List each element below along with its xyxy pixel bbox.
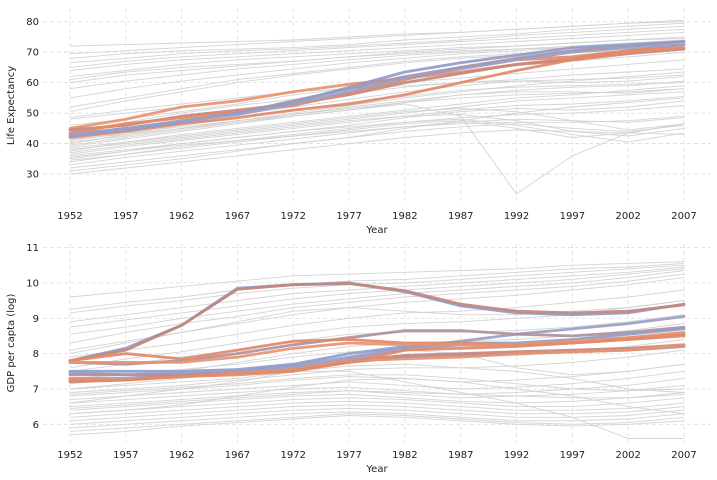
background-series-line — [69, 390, 685, 409]
background-series-line — [69, 91, 685, 151]
x-tick-label: 2007 — [671, 450, 696, 461]
background-series-line — [69, 38, 685, 81]
highlighted-series-line — [68, 334, 686, 382]
x-tick-label: 1997 — [560, 450, 585, 461]
x-tick-label: 1982 — [392, 211, 417, 222]
x-axis-label: Year — [365, 464, 388, 475]
background-series-line — [69, 261, 685, 298]
background-series-line — [69, 39, 685, 90]
background-series-line — [69, 270, 685, 335]
background-series-line — [69, 363, 685, 393]
background-series-line — [69, 400, 685, 418]
x-tick-label: 1967 — [225, 211, 250, 222]
life-expectancy-panel: 1952 1957 1962 1967 1972 1977 1982 1987 1992 1997… — [6, 8, 711, 236]
x-tick-label: 1987 — [448, 450, 473, 461]
y-axis-label: Life Expectancy — [6, 66, 17, 145]
highlighted-series-line — [68, 331, 686, 364]
x-axis-label: Year — [365, 225, 388, 236]
x-tick-label: 1962 — [169, 450, 194, 461]
x-tick-label: 1962 — [169, 211, 194, 222]
x-tick-label: 1997 — [560, 211, 585, 222]
background-series-line — [69, 374, 685, 395]
background-series-line — [69, 80, 685, 146]
highlighted-series-line — [68, 327, 686, 373]
background-series-line — [69, 268, 685, 328]
background-series-line — [69, 22, 685, 59]
y-tick-label: 8 — [33, 349, 39, 360]
background-series-line — [69, 415, 685, 436]
y-tick-label: 11 — [26, 243, 39, 254]
background-series-line — [69, 97, 685, 172]
x-tick-label: 1977 — [336, 211, 361, 222]
x-tick-label: 1982 — [392, 450, 417, 461]
x-tick-label: 1992 — [504, 450, 529, 461]
background-series-line — [69, 115, 685, 158]
background-series-line — [69, 129, 685, 175]
x-tick-label: 1957 — [113, 450, 138, 461]
x-tick-label: 1972 — [281, 211, 306, 222]
highlighted-series-line — [68, 43, 686, 135]
x-tick-label: 1987 — [448, 211, 473, 222]
background-series-line — [69, 262, 685, 310]
background-series-line — [69, 21, 685, 55]
background-series-line — [69, 31, 685, 71]
background-series-line — [69, 118, 685, 157]
highlighted-series-line — [68, 46, 686, 139]
background-series-line — [69, 273, 685, 344]
background-series-line — [69, 88, 685, 141]
background-series-line — [69, 95, 685, 155]
x-tick-label: 1957 — [113, 211, 138, 222]
background-series-line — [69, 404, 685, 422]
y-tick-label: 6 — [33, 420, 39, 431]
y-axis-label: GDP per capta (log) — [6, 294, 17, 393]
background-series-line — [69, 25, 685, 64]
background-series-line — [69, 349, 685, 393]
background-series-line — [69, 123, 685, 169]
background-series-line — [69, 363, 685, 397]
background-series-line — [69, 407, 685, 425]
highlighted-series-line — [68, 40, 686, 138]
background-series-line — [69, 120, 685, 161]
background-series-line — [69, 397, 685, 415]
y-tick-label: 80 — [26, 17, 39, 28]
background-series-line — [69, 264, 685, 314]
y-tick-label: 40 — [26, 139, 39, 150]
x-tick-label: 2002 — [615, 450, 640, 461]
background-series-line — [69, 377, 685, 404]
background-series-line — [69, 392, 685, 411]
background-series-line — [69, 28, 685, 68]
x-tick-label: 1952 — [57, 211, 82, 222]
y-tick-label: 9 — [33, 314, 39, 325]
y-tick-label: 30 — [26, 170, 39, 181]
background-series-line — [69, 105, 685, 163]
y-tick-label: 60 — [26, 78, 39, 89]
highlighted-series-line — [68, 282, 686, 363]
y-tick-label: 7 — [33, 384, 39, 395]
background-series-line — [69, 88, 685, 148]
x-tick-label: 1967 — [225, 450, 250, 461]
gdp-per-capita-panel: 1952 1957 1962 1967 1972 1977 1982 1987 1992 1997… — [6, 243, 711, 475]
background-series-line — [69, 103, 685, 195]
y-tick-label: 70 — [26, 48, 39, 59]
background-series-line — [69, 114, 685, 154]
background-series-line — [69, 300, 685, 355]
background-series-line — [69, 370, 684, 439]
background-series-line — [69, 289, 685, 358]
x-tick-label: 1952 — [57, 450, 82, 461]
x-tick-label: 2002 — [615, 211, 640, 222]
background-series-line — [69, 85, 685, 152]
background-series-line — [69, 384, 685, 408]
x-tick-label: 1992 — [504, 211, 529, 222]
highlighted-series-line — [68, 43, 686, 136]
background-series-line — [69, 117, 685, 166]
background-series-line — [69, 413, 685, 432]
y-tick-label: 50 — [26, 109, 39, 120]
y-tick-label: 10 — [26, 278, 39, 289]
x-tick-label: 1977 — [336, 450, 361, 461]
x-tick-label: 2007 — [671, 211, 696, 222]
background-series-line — [69, 370, 685, 401]
background-series-line — [69, 68, 685, 132]
x-tick-label: 1972 — [281, 450, 306, 461]
